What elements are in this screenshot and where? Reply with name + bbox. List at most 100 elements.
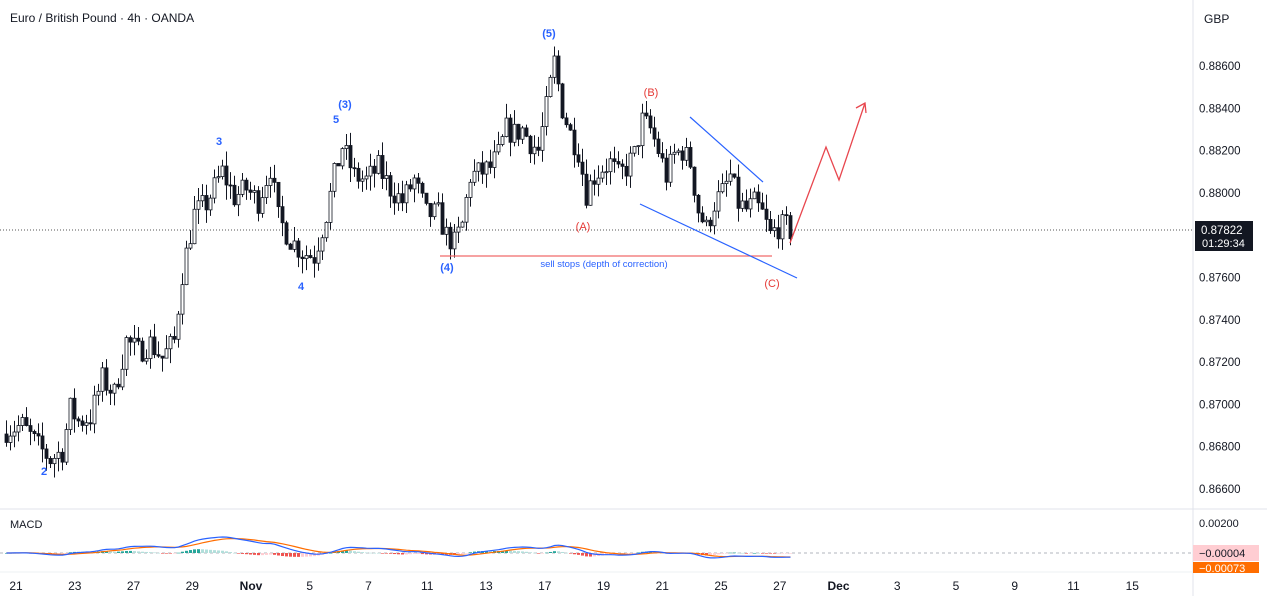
candle-body [624, 165, 629, 177]
macd-histogram-bar [501, 550, 504, 553]
macd-histogram-bar [297, 553, 300, 557]
candle-body [260, 197, 265, 214]
macd-histogram-bar [329, 552, 332, 554]
candle-body [520, 127, 525, 140]
candle-body [460, 221, 465, 228]
candle-body [52, 457, 57, 465]
time-tick-label: 25 [714, 579, 728, 593]
macd-histogram-bar [729, 552, 732, 554]
candle-body [580, 161, 585, 175]
macd-histogram-bar [417, 553, 420, 554]
macd-histogram-bar [521, 551, 524, 553]
candle-body [600, 171, 605, 179]
candle-body [236, 193, 241, 206]
time-tick-label: 5 [953, 579, 960, 593]
macd-histogram-bar [749, 553, 752, 554]
macd-histogram-bar [409, 553, 412, 555]
projection-arrowhead [855, 101, 867, 114]
time-tick-label: 15 [1126, 579, 1140, 593]
macd-histogram-bar [377, 552, 380, 554]
macd-histogram-bar [161, 553, 164, 554]
candle-body [760, 202, 765, 210]
candle-body [180, 284, 185, 315]
candle-body [224, 165, 229, 186]
candle-body [188, 243, 193, 249]
candle-body [376, 155, 381, 174]
candle-body [408, 184, 413, 190]
last-price-value: 0.87822 [1201, 225, 1243, 237]
macd-histogram-bar [777, 553, 780, 554]
macd-histogram-bar [125, 550, 128, 553]
candle-body [288, 243, 293, 250]
time-tick-label: 13 [479, 579, 493, 593]
macd-histogram-bar [569, 553, 572, 554]
macd-histogram-bar [489, 551, 492, 553]
macd-histogram-bar [129, 550, 132, 553]
macd-histogram-bar [253, 553, 256, 555]
candle-body [252, 190, 257, 193]
candle-body [20, 417, 25, 426]
macd-histogram-bar [225, 551, 228, 553]
macd-line [6, 536, 791, 559]
candle-body [636, 145, 641, 148]
candle-body [704, 219, 709, 223]
time-tick-label: 29 [186, 579, 200, 593]
macd-histogram-bar [509, 550, 512, 553]
macd-histogram-bar [757, 552, 760, 554]
candle-body [784, 214, 789, 217]
macd-histogram-bar [289, 553, 292, 557]
candle-body [80, 420, 85, 426]
candle-body [728, 173, 733, 182]
currency-label[interactable]: GBP [1204, 12, 1229, 26]
macd-histogram-bar [649, 551, 652, 553]
macd-histogram-bar [397, 553, 400, 555]
candle-body [668, 153, 673, 183]
macd-histogram-bar [781, 553, 784, 554]
candle-body [40, 435, 45, 450]
candle-body [748, 198, 753, 210]
candle-body [228, 184, 233, 187]
symbol-title: Euro / British Pound · 4h · OANDA [10, 11, 194, 25]
price-tick-label: 0.88600 [1199, 61, 1241, 73]
macd-histogram-bar [629, 553, 632, 554]
candle-body [312, 257, 317, 264]
macd-histogram-bar [441, 553, 444, 555]
candle-body [560, 83, 565, 119]
macd-histogram-bar [285, 553, 288, 557]
price-tick-label: 0.87200 [1199, 357, 1241, 369]
macd-histogram-bar [553, 551, 556, 553]
candle-body [172, 336, 177, 340]
candle-body [724, 180, 729, 184]
candle-body [328, 190, 333, 223]
macd-histogram-bar [189, 550, 192, 553]
macd-histogram-bar [349, 550, 352, 553]
candle-body [716, 191, 721, 212]
macd-histogram-bar [365, 552, 368, 554]
macd-histogram-bar [389, 553, 392, 554]
macd-histogram-bar [185, 550, 188, 553]
time-tick-label: 21 [9, 579, 23, 593]
candle-body [556, 55, 561, 85]
macd-histogram-bar [473, 551, 476, 553]
candle-body [124, 337, 129, 370]
macd-histogram-bar [113, 551, 116, 553]
macd-histogram-bar [789, 553, 792, 554]
macd-histogram-bar [461, 553, 464, 555]
macd-histogram-bar [545, 552, 548, 554]
macd-axis-tick: 0.00200 [1199, 518, 1239, 530]
candle-body [308, 255, 313, 258]
candle-body [56, 451, 61, 459]
macd-histogram-bar [385, 553, 388, 554]
macd-histogram-bar [753, 552, 756, 554]
macd-histogram-bar [353, 551, 356, 553]
macd-histogram-bar [769, 553, 772, 554]
candle-body [780, 214, 785, 240]
macd-histogram-bar [457, 553, 460, 555]
macd-histogram-bar [589, 553, 592, 557]
macd-histogram-bar [741, 552, 744, 554]
macd-histogram-bar [421, 553, 424, 555]
macd-label: MACD [10, 519, 42, 531]
candle-body [536, 146, 541, 151]
candle-body [776, 227, 781, 240]
